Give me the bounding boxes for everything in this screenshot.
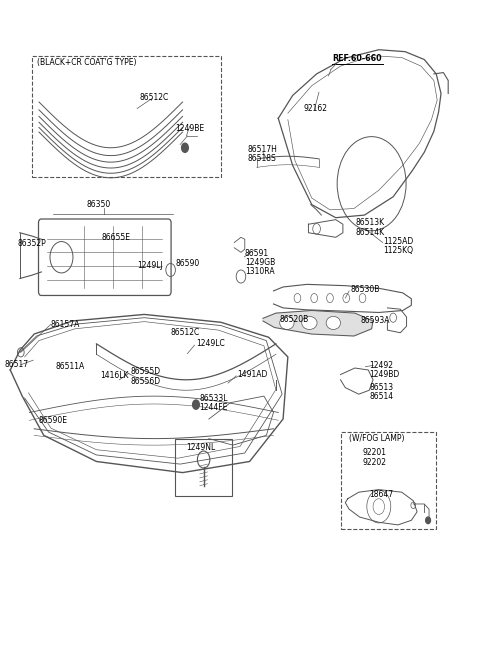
Text: 1249GB: 1249GB: [245, 257, 275, 267]
Text: 86352P: 86352P: [17, 239, 46, 248]
Text: 1249LC: 1249LC: [196, 339, 225, 348]
Text: 86591: 86591: [245, 249, 269, 258]
Text: 86590E: 86590E: [38, 416, 67, 425]
Text: 1249NL: 1249NL: [186, 443, 216, 452]
Text: 86512C: 86512C: [140, 93, 169, 102]
Ellipse shape: [280, 316, 294, 329]
Text: REF.60-660: REF.60-660: [332, 54, 382, 63]
Text: 1244FE: 1244FE: [199, 403, 228, 413]
Text: (BLACK+CR COAT'G TYPE): (BLACK+CR COAT'G TYPE): [36, 58, 136, 67]
Text: 86157A: 86157A: [51, 320, 80, 329]
Text: 92201: 92201: [362, 449, 386, 457]
Ellipse shape: [326, 316, 340, 329]
Text: 86511A: 86511A: [56, 362, 85, 371]
Text: 12492: 12492: [369, 361, 393, 370]
Text: 1416LK: 1416LK: [100, 371, 129, 381]
Text: 86512C: 86512C: [170, 328, 200, 337]
Text: (W/FOG LAMP): (W/FOG LAMP): [349, 434, 405, 443]
Bar: [175, 439, 232, 496]
Text: 86593A: 86593A: [360, 316, 390, 326]
Text: 86350: 86350: [87, 200, 111, 209]
Text: 86513K: 86513K: [356, 218, 385, 227]
Text: 1491AD: 1491AD: [238, 370, 268, 379]
Circle shape: [192, 400, 199, 409]
Bar: [32, 56, 221, 177]
Text: 86513: 86513: [369, 383, 393, 392]
Text: 86556D: 86556D: [131, 377, 161, 386]
Text: 86514K: 86514K: [356, 227, 385, 236]
Text: 18647: 18647: [369, 490, 393, 498]
Text: 92162: 92162: [303, 104, 327, 113]
Text: 1249BD: 1249BD: [369, 370, 399, 379]
Text: 86555D: 86555D: [131, 367, 161, 377]
Text: 86520B: 86520B: [279, 315, 309, 324]
Text: 1125AD: 1125AD: [384, 236, 414, 246]
Text: 86518S: 86518S: [247, 155, 276, 163]
Bar: [340, 432, 436, 529]
Text: 86517H: 86517H: [247, 145, 277, 154]
Text: 1249BE: 1249BE: [175, 124, 204, 133]
Polygon shape: [263, 310, 373, 336]
Circle shape: [426, 517, 431, 523]
Text: 1125KQ: 1125KQ: [384, 246, 414, 255]
Circle shape: [181, 143, 188, 153]
Text: 86517: 86517: [4, 360, 29, 369]
Text: 86590: 86590: [175, 259, 200, 268]
Text: 86530B: 86530B: [350, 285, 380, 294]
Text: 86533L: 86533L: [199, 394, 228, 403]
Ellipse shape: [302, 316, 317, 329]
Text: 86514: 86514: [369, 392, 393, 402]
Text: 1249LJ: 1249LJ: [137, 261, 163, 270]
Text: 86655E: 86655E: [101, 233, 130, 242]
Text: 1310RA: 1310RA: [245, 267, 275, 276]
Text: 92202: 92202: [362, 458, 386, 466]
